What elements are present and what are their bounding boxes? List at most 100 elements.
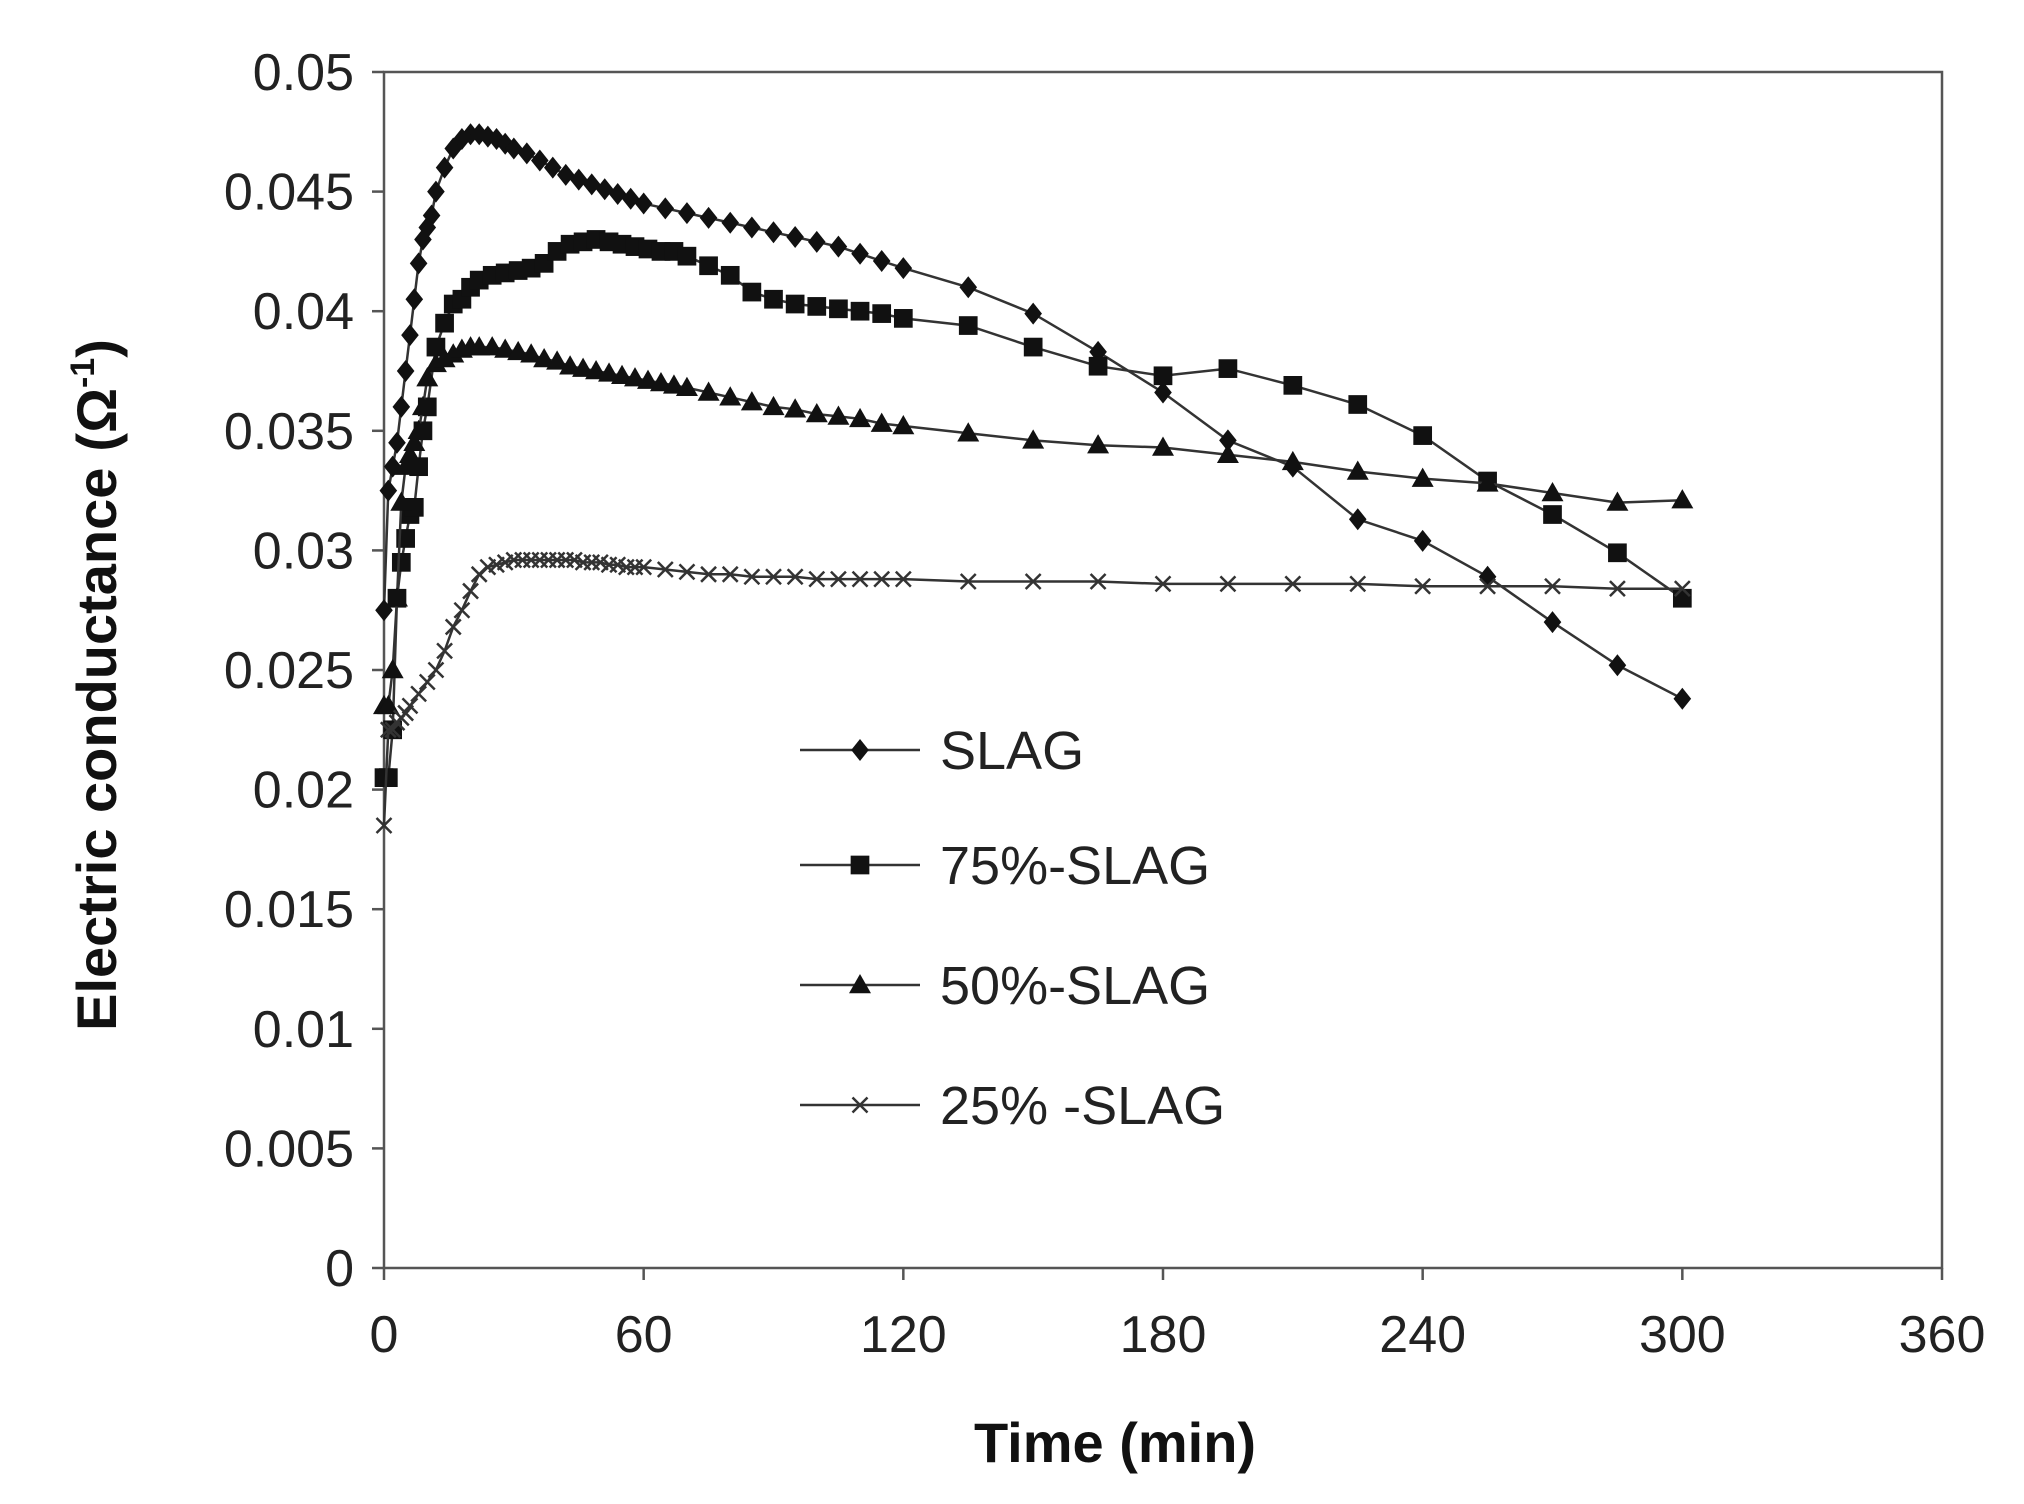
triangle-marker: [416, 367, 439, 387]
diamond-marker: [764, 221, 783, 244]
diamond-marker: [678, 202, 696, 225]
x-tick-label: 0: [370, 1306, 399, 1364]
diamond-marker: [634, 192, 653, 215]
triangle-marker: [1346, 460, 1369, 480]
diamond-marker: [786, 226, 804, 249]
square-marker: [1153, 366, 1173, 386]
legend-label: SLAG: [940, 721, 1084, 781]
diamond-marker: [1348, 508, 1367, 531]
x-axis-label: Time (min): [974, 1411, 1256, 1474]
diamond-marker: [829, 235, 848, 258]
x-tick-label: 120: [860, 1306, 947, 1364]
x-marker: [873, 570, 891, 588]
x-marker: [678, 563, 696, 581]
triangle-marker: [870, 412, 893, 432]
y-tick-label: 0.045: [224, 164, 354, 222]
diamond-marker: [851, 242, 869, 265]
diamond-marker: [556, 163, 575, 186]
x-marker: [765, 568, 782, 586]
triangle-marker: [1476, 472, 1499, 492]
diamond-marker: [383, 455, 402, 478]
triangle-marker: [849, 974, 871, 994]
x-marker-stroke: [808, 570, 826, 588]
triangle-marker: [546, 350, 569, 370]
square-marker: [850, 855, 870, 875]
diamond-marker: [531, 149, 549, 172]
x-marker-stroke: [851, 570, 869, 588]
x-marker-stroke: [851, 1096, 869, 1114]
square-marker: [1023, 337, 1043, 357]
diamond-marker: [872, 249, 891, 272]
y-axis-label-text: Electric conductance: [65, 468, 128, 1031]
x-marker: [1544, 577, 1561, 595]
triangle-marker: [559, 355, 582, 375]
y-tick-label: 0: [325, 1240, 354, 1298]
x-marker-stroke: [1479, 577, 1496, 595]
diamond-marker: [1673, 687, 1692, 710]
x-marker: [410, 685, 428, 703]
x-marker: [1219, 575, 1237, 593]
diamond-marker: [422, 204, 441, 227]
triangle-marker: [957, 422, 980, 442]
x-marker-stroke: [721, 565, 739, 583]
x-marker-stroke: [700, 565, 717, 583]
diamond-marker: [1154, 381, 1172, 404]
square-marker: [742, 282, 762, 302]
diamond-marker: [621, 187, 640, 210]
triangle-marker: [784, 398, 807, 418]
x-marker: [1609, 580, 1626, 598]
x-marker: [1479, 577, 1496, 595]
y-tick-label: 0.035: [224, 403, 354, 461]
x-marker-stroke: [1349, 575, 1367, 593]
legend-item: SLAG: [800, 721, 1084, 781]
triangle-marker: [411, 395, 434, 416]
diamond-marker: [388, 431, 406, 454]
x-marker-stroke: [1544, 577, 1561, 595]
x-marker-stroke: [743, 568, 761, 586]
x-marker-stroke: [410, 685, 428, 703]
diamond-marker: [453, 127, 471, 150]
x-tick-label: 360: [1899, 1306, 1986, 1364]
legend-label: 50%-SLAG: [940, 956, 1210, 1016]
x-marker-stroke: [959, 573, 977, 590]
diamond-marker: [405, 288, 424, 311]
square-marker: [1088, 356, 1108, 376]
square-marker: [850, 301, 870, 321]
diamond-marker: [409, 252, 428, 275]
x-marker: [462, 582, 479, 600]
y-tick-label: 0.05: [253, 44, 354, 102]
y-axis-label-unit: Ω: [65, 388, 128, 433]
square-marker: [1608, 543, 1627, 563]
square-marker: [378, 768, 398, 787]
x-marker-stroke: [592, 553, 609, 571]
triangle-marker: [494, 338, 517, 358]
diamond-marker: [487, 127, 506, 150]
square-marker: [872, 304, 892, 323]
x-marker: [1089, 573, 1107, 590]
legend: SLAG 75%-SLAG 50%-SLAG 25% -SLAG: [800, 721, 1225, 1136]
square-marker: [829, 299, 848, 319]
x-marker: [1154, 575, 1172, 593]
square-marker: [958, 316, 978, 335]
triangle-marker: [381, 659, 404, 679]
square-marker: [699, 256, 718, 276]
square-marker: [893, 309, 913, 328]
diamond-marker: [418, 216, 437, 239]
x-marker: [1024, 573, 1042, 590]
triangle-marker: [636, 369, 659, 389]
triangle-marker: [1216, 443, 1239, 463]
triangle-marker: [1022, 429, 1045, 449]
x-marker: [635, 558, 653, 576]
y-tick-label: 0.025: [224, 642, 354, 700]
x-marker-stroke: [830, 570, 847, 588]
triangle-marker: [1281, 450, 1304, 471]
triangle-marker: [394, 455, 417, 475]
x-marker-stroke: [453, 601, 471, 619]
x-marker-stroke: [1414, 577, 1432, 595]
y-tick-label: 0.03: [253, 522, 354, 580]
series-triangle: [373, 336, 1694, 715]
y-tick-label: 0.005: [224, 1120, 354, 1178]
x-marker-stroke: [566, 551, 583, 569]
